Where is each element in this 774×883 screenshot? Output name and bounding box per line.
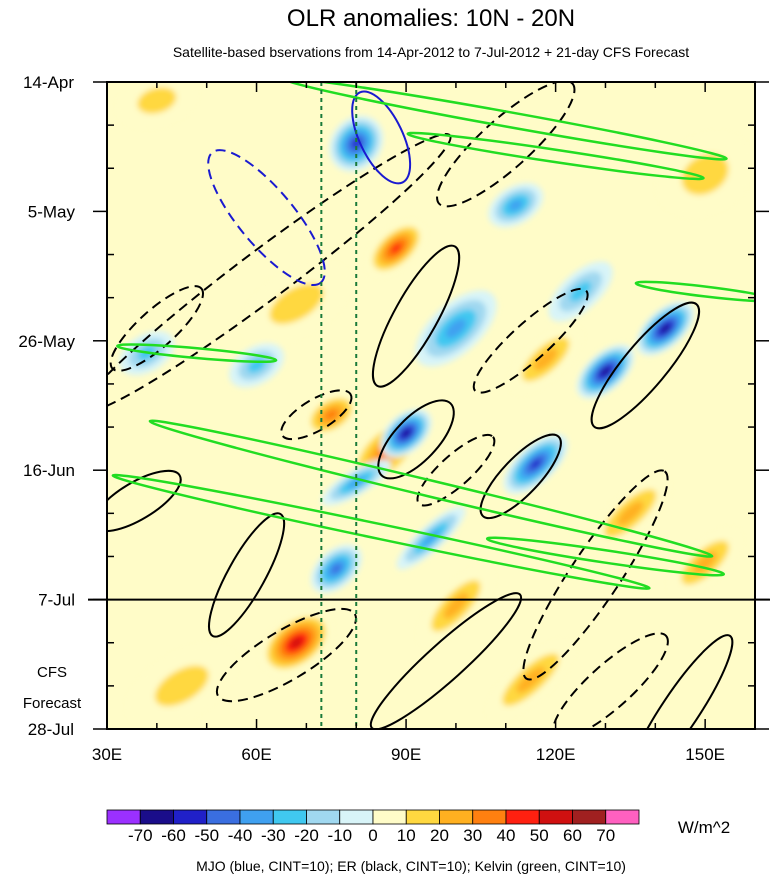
footer-note: MJO (blue, CINT=10); ER (black, CINT=10)… (196, 858, 626, 874)
axes: 30E 60E 90E 120E 150E 14-Apr 5-May 26-May 16-Jun… (18, 73, 770, 764)
anomaly-blob-18-ring-4 (331, 563, 342, 574)
colorbar-label-3: -40 (228, 826, 253, 845)
colorbar-label-14: 70 (596, 826, 615, 845)
chart-title: OLR anomalies: 10N - 20N (287, 5, 575, 32)
y-tick-label-0: 14-Apr (23, 73, 74, 92)
reference-lines (320, 82, 358, 729)
anomaly-blob-3-ring-3 (324, 409, 339, 421)
kelvin-contour-3 (111, 473, 651, 590)
anomaly-blob-0-ring-5 (290, 637, 303, 648)
x-tick-label-60: 60E (241, 745, 271, 764)
x-tick-label-150: 150E (685, 745, 725, 764)
er-contour-7 (107, 469, 182, 533)
colorbar-swatch-13 (538, 809, 573, 825)
colorbar-swatch-10 (439, 809, 474, 825)
colorbar-label-0: -70 (128, 826, 153, 845)
er-contour-5 (369, 592, 523, 729)
colorbar-label-1: -60 (161, 826, 186, 845)
colorbar-swatch-12 (505, 809, 540, 825)
plot-area (107, 82, 755, 729)
kelvin-contours (111, 82, 755, 590)
colorbar-label-2: -50 (194, 826, 219, 845)
kelvin-contour-4 (485, 536, 726, 577)
anomaly-blob-12-ring-1 (154, 665, 209, 707)
kelvin-contour-6 (634, 280, 755, 303)
er-contour-10 (472, 287, 589, 394)
er-contour-14 (416, 433, 496, 507)
anomaly-blob-6-ring-2 (617, 501, 644, 526)
colorbar-swatch-5 (272, 809, 307, 825)
er-contour-16 (109, 285, 204, 372)
er-contour-12 (552, 632, 669, 729)
anomaly-blob-20-ring-3 (508, 199, 523, 211)
colorbar-swatch-1 (139, 809, 174, 825)
er-contour-11 (215, 607, 358, 703)
colorbar-swatch-15 (605, 809, 640, 825)
anomaly-blob-8-ring-1 (269, 283, 324, 325)
anomaly-blob-24-ring-2 (569, 281, 592, 302)
chart-subtitle: Satellite-based bservations from 14-Apr-… (173, 44, 689, 60)
x-tick-label-90: 90E (391, 745, 421, 764)
er-contour-3 (371, 244, 461, 388)
forecast-label-line2: Forecast (23, 695, 82, 712)
kelvin-contour-2 (148, 419, 714, 558)
x-tick-label-120: 120E (536, 745, 576, 764)
y-tick-label-21: 5-May (28, 202, 76, 221)
colorbar-swatch-11 (472, 809, 507, 825)
anomaly-blob-5-ring-2 (533, 348, 558, 371)
anomaly-blob-17-ring-5 (530, 459, 542, 470)
anomaly-blob-16-ring-6 (661, 324, 670, 333)
anomaly-blob-14-ring-6 (402, 429, 410, 437)
forecast-label-line1: CFS (37, 664, 67, 681)
colorbar-label-7: 0 (368, 826, 377, 845)
plot-frame (106, 81, 756, 730)
anomaly-blob-15-ring-6 (601, 367, 610, 376)
y-tick-label-42: 26-May (18, 332, 75, 351)
er-contour-4 (208, 512, 286, 638)
colorbar-label-4: -30 (261, 826, 286, 845)
er-contour-1 (479, 433, 562, 520)
colorbar-label-13: 60 (563, 826, 582, 845)
y-tick-label-63: 16-Jun (23, 461, 75, 480)
mjo-contour-0 (351, 90, 412, 185)
er-contour-15 (280, 389, 353, 441)
x-tick-label-30: 30E (92, 745, 122, 764)
colorbar-label-12: 50 (530, 826, 549, 845)
colorbar-label-10: 30 (463, 826, 482, 845)
y-tick-label-105: 28-Jul (28, 720, 74, 739)
colorbar-swatch-8 (372, 809, 407, 825)
colorbar-unit: W/m^2 (678, 818, 730, 837)
colorbar: -70 -60 -50 -40 -30 -20 -10 0 10 20 30 40 50 60 70 (106, 809, 640, 845)
colorbar-swatch-7 (339, 809, 374, 825)
colorbar-label-8: 10 (397, 826, 416, 845)
anomaly-blob-23-ring-3 (422, 530, 440, 546)
y-tick-label-84: 7-Jul (38, 591, 75, 610)
colorbar-label-9: 20 (430, 826, 449, 845)
er-contour-6 (627, 634, 734, 729)
colorbar-swatch-0 (106, 809, 141, 825)
er-contour-2 (590, 301, 701, 430)
colorbar-swatch-6 (306, 809, 341, 825)
colorbar-swatch-2 (173, 809, 208, 825)
colorbar-swatch-4 (239, 809, 274, 825)
colorbar-label-5: -20 (294, 826, 319, 845)
anomaly-blob-19-ring-3 (445, 318, 467, 338)
kelvin-contour-1 (406, 131, 705, 181)
colorbar-swatch-9 (405, 809, 440, 825)
anomaly-blob-10-ring-1 (681, 154, 729, 195)
kelvin-contour-0 (283, 82, 728, 161)
er-contour-9 (436, 82, 576, 208)
colorbar-swatch-3 (206, 809, 241, 825)
colorbar-swatch-14 (572, 809, 607, 825)
kelvin-contour-5 (116, 343, 278, 364)
er-contour-0 (377, 399, 455, 480)
anomaly-blob-1-ring-4 (390, 242, 402, 254)
colorbar-label-6: -10 (327, 826, 352, 845)
colorbar-label-11: 40 (497, 826, 516, 845)
anomaly-blob-9-ring-1 (137, 87, 177, 114)
